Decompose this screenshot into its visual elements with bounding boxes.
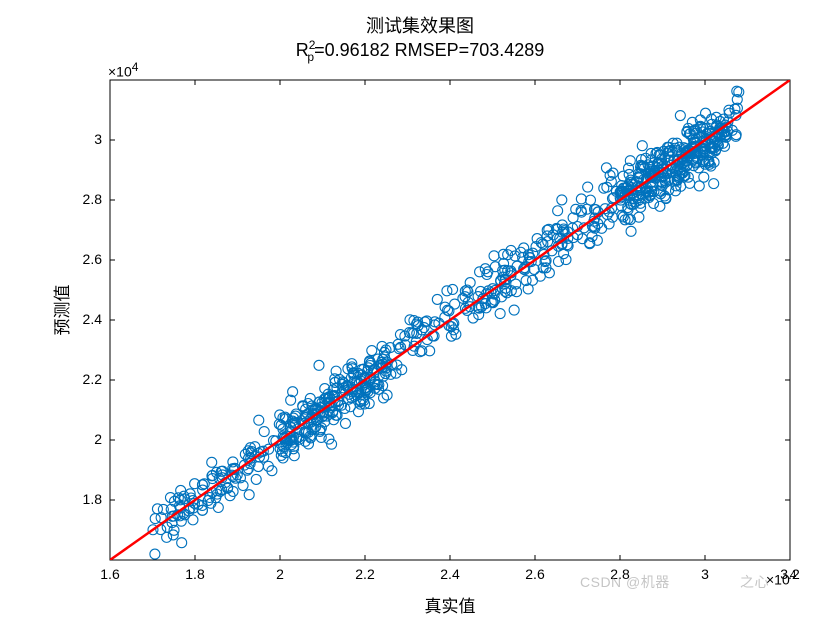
data-point xyxy=(489,251,499,261)
data-point xyxy=(150,549,160,559)
y-tick-label: 2.6 xyxy=(83,251,102,267)
data-point xyxy=(553,206,563,216)
y-tick-label: 2.2 xyxy=(83,371,102,387)
data-point xyxy=(685,178,695,188)
chart-title-main: 测试集效果图 xyxy=(0,12,840,38)
data-point xyxy=(432,294,442,304)
data-point xyxy=(626,226,636,236)
data-point xyxy=(468,313,478,323)
data-point xyxy=(207,457,217,467)
data-point xyxy=(177,538,187,548)
data-point xyxy=(542,231,552,241)
x-tick-label: 1.6 xyxy=(95,566,125,582)
data-point xyxy=(244,490,254,500)
x-tick-label: 2.2 xyxy=(350,566,380,582)
r2-value: =0.96182 xyxy=(314,40,390,60)
x-tick-label: 1.8 xyxy=(180,566,210,582)
x-tick-label: 3.2 xyxy=(775,566,805,582)
rmsep-value: RMSEP=703.4289 xyxy=(390,40,545,60)
data-point xyxy=(557,195,567,205)
data-point xyxy=(263,461,273,471)
watermark-left: CSDN @机器 xyxy=(580,572,670,592)
data-point xyxy=(213,503,223,513)
data-point xyxy=(425,346,435,356)
diagonal-line xyxy=(110,80,790,560)
data-point xyxy=(699,172,709,182)
scatter-chart xyxy=(0,0,840,630)
y-tick-label: 3 xyxy=(94,131,102,147)
watermark-right: 之心 xyxy=(740,572,769,592)
y-tick-label: 2 xyxy=(94,431,102,447)
data-point xyxy=(509,305,519,315)
data-point xyxy=(367,346,377,356)
data-point xyxy=(314,360,324,370)
x-tick-label: 2 xyxy=(265,566,295,582)
data-point xyxy=(254,415,264,425)
data-point xyxy=(625,156,635,166)
data-point xyxy=(583,182,593,192)
data-point xyxy=(259,427,269,437)
y-tick-label: 1.8 xyxy=(83,491,102,507)
data-point xyxy=(561,255,571,265)
data-point xyxy=(152,504,162,514)
data-point xyxy=(559,249,569,259)
data-point xyxy=(637,141,647,151)
data-point xyxy=(267,466,277,476)
data-point xyxy=(448,284,458,294)
data-point xyxy=(675,111,685,121)
data-point xyxy=(701,108,711,118)
data-point xyxy=(709,179,719,189)
data-point xyxy=(340,418,350,428)
y-tick-label: 2.4 xyxy=(83,311,102,327)
x-axis-label: 真实值 xyxy=(110,592,790,617)
y-axis-exponent: ×104 xyxy=(108,60,138,80)
data-point xyxy=(450,299,460,309)
x-tick-label: 2.4 xyxy=(435,566,465,582)
data-point xyxy=(495,309,505,319)
data-point xyxy=(150,514,160,524)
y-axis-label: 预测值 xyxy=(48,260,73,360)
data-point xyxy=(251,474,261,484)
data-point xyxy=(585,195,595,205)
data-point xyxy=(576,194,586,204)
x-tick-label: 2.6 xyxy=(520,566,550,582)
x-tick-label: 3 xyxy=(690,566,720,582)
y-tick-label: 2.8 xyxy=(83,191,102,207)
data-point xyxy=(303,439,313,449)
